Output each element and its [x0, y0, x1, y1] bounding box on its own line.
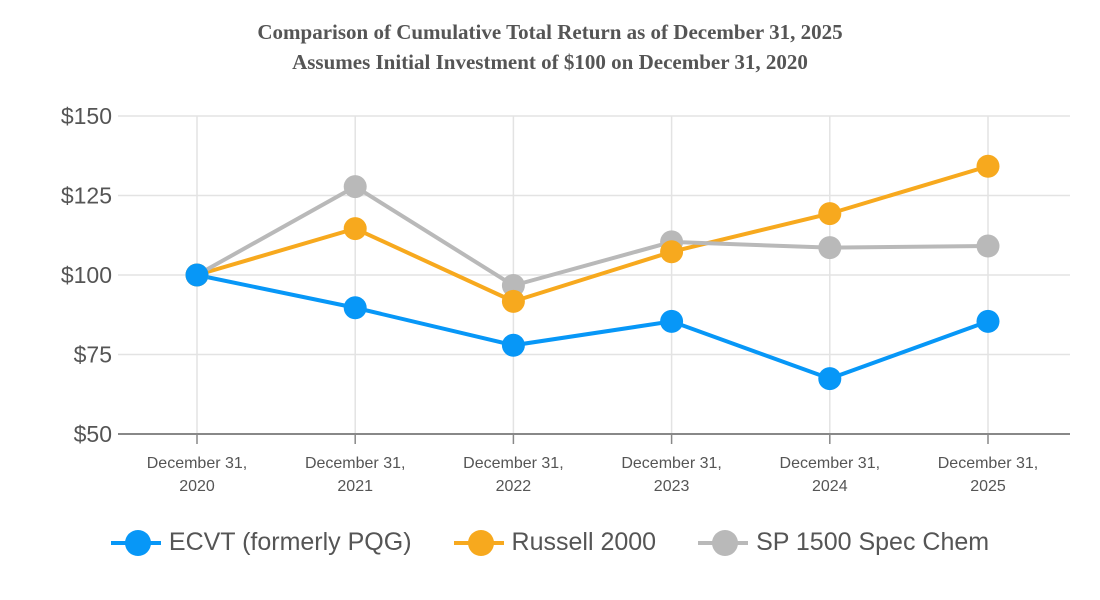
data-point	[343, 296, 367, 320]
data-point	[501, 333, 525, 357]
data-point	[660, 309, 684, 333]
data-point	[976, 234, 1000, 258]
series-line	[196, 273, 989, 381]
data-point	[660, 240, 684, 264]
data-point	[818, 367, 842, 391]
data-point	[818, 236, 842, 260]
data-point	[501, 273, 525, 297]
x-tick-label: 2021	[337, 478, 373, 495]
data-point	[185, 263, 209, 287]
y-tick-label: $125	[61, 183, 112, 209]
data-point	[501, 289, 525, 313]
legend-label: Russell 2000	[511, 528, 657, 556]
x-tick-label: December 31,	[305, 455, 406, 472]
legend-label: ECVT (formerly PQG)	[168, 528, 412, 556]
chart-subtitle: Assumes Initial Investment of $100 on De…	[292, 50, 808, 74]
x-tick-label: 2023	[654, 478, 690, 495]
x-tick-label: 2024	[812, 478, 848, 495]
legend-swatch	[110, 529, 161, 556]
data-point	[343, 217, 367, 241]
series-line	[196, 184, 989, 288]
x-tick-label: December 31,	[147, 455, 248, 472]
legend-item-ecvt: ECVT (formerly PQG)	[110, 528, 412, 557]
legend-swatch	[698, 529, 749, 556]
data-point	[976, 309, 1000, 333]
x-tick-label: 2022	[496, 478, 532, 495]
legend-label: SP 1500 Spec Chem	[756, 528, 990, 556]
x-tick-label: December 31,	[621, 455, 722, 472]
chart-title: Comparison of Cumulative Total Return as…	[257, 20, 843, 44]
y-tick-label: $150	[61, 103, 112, 129]
legend-swatch	[453, 529, 504, 556]
legend-item-russell: Russell 2000	[453, 528, 657, 557]
x-tick-label: 2020	[179, 478, 215, 495]
x-tick-label: December 31,	[938, 455, 1039, 472]
data-point	[818, 202, 842, 226]
y-tick-label: $50	[74, 421, 112, 447]
data-point	[976, 154, 1000, 178]
x-tick-label: December 31,	[780, 455, 881, 472]
x-tick-label: 2025	[970, 478, 1006, 495]
legend-item-sp1500: SP 1500 Spec Chem	[698, 528, 989, 557]
x-tick-label: December 31,	[463, 455, 564, 472]
legend: ECVT (formerly PQG) Russell 2000 SP 1500…	[0, 528, 1100, 557]
series-line	[196, 164, 989, 304]
data-point	[343, 175, 367, 199]
y-tick-label: $75	[74, 342, 112, 368]
y-tick-label: $100	[61, 262, 112, 288]
